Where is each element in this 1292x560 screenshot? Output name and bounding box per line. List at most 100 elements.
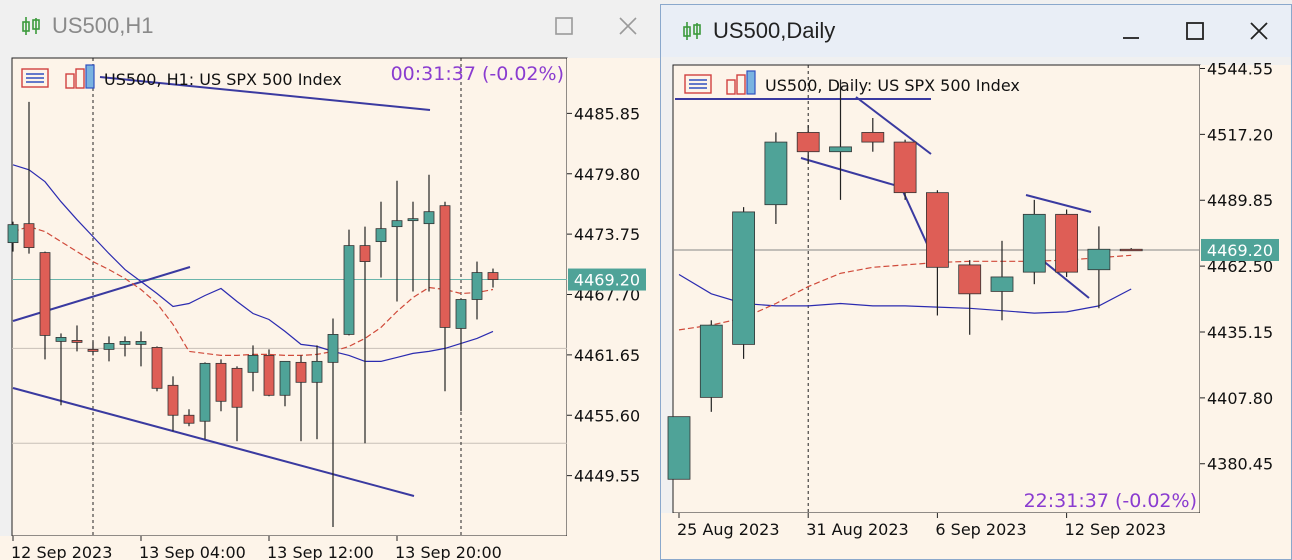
- trendline[interactable]: [800, 157, 902, 188]
- candle-body: [423, 211, 435, 225]
- candle[interactable]: [183, 409, 195, 427]
- candle[interactable]: [1119, 248, 1143, 252]
- chart-area-h1[interactable]: 4485.85 4479.80 4473.75 4467.70 4461.65 4455.…: [0, 52, 660, 560]
- chart-header: US500, H1: US SPX 500 Index 00:31:37 (-0…: [21, 63, 564, 89]
- candle[interactable]: [7, 221, 19, 252]
- chart-bottom-margin: [661, 513, 1200, 559]
- y-tick-label: 4462.50: [1207, 257, 1273, 276]
- candle-body: [359, 245, 371, 262]
- candle-body: [487, 272, 499, 280]
- x-tick-label: 13 Sep 04:00: [139, 543, 246, 560]
- candlestick-chart-daily[interactable]: 4544.55 4517.20 4489.85 4462.50 4435.15 4407.…: [661, 57, 1292, 560]
- candle[interactable]: [829, 79, 852, 200]
- candle-body: [990, 276, 1014, 292]
- chart-area-daily[interactable]: 4544.55 4517.20 4489.85 4462.50 4435.15 4407.…: [661, 57, 1292, 560]
- chart-background: [11, 57, 568, 537]
- candle[interactable]: [1022, 199, 1046, 285]
- candle[interactable]: [990, 240, 1014, 321]
- candle[interactable]: [925, 190, 949, 316]
- candle[interactable]: [423, 174, 435, 292]
- y-tick-label: 4380.45: [1207, 455, 1273, 474]
- candlestick-chart-h1[interactable]: 4485.854479.804473.754467.704461.654455.…: [0, 52, 660, 560]
- candle-body: [135, 341, 147, 345]
- candle[interactable]: [247, 345, 259, 392]
- candle[interactable]: [215, 359, 227, 412]
- candle-body: [1022, 213, 1046, 273]
- candle[interactable]: [279, 360, 291, 407]
- candle[interactable]: [764, 132, 788, 224]
- candle[interactable]: [667, 416, 691, 480]
- candle-body: [699, 324, 723, 398]
- trendline[interactable]: [855, 96, 932, 155]
- candle[interactable]: [958, 260, 982, 335]
- y-tick-label: 4407.80: [1207, 389, 1273, 408]
- svg-text:4469.20: 4469.20: [1207, 241, 1273, 260]
- title-bar[interactable]: US500,Daily: [661, 5, 1291, 57]
- chart-candles-icon: [22, 17, 40, 35]
- candle[interactable]: [39, 251, 51, 360]
- candle[interactable]: [135, 331, 147, 367]
- trendline[interactable]: [12, 387, 415, 497]
- candle[interactable]: [699, 320, 723, 412]
- candle[interactable]: [263, 349, 275, 397]
- candle[interactable]: [455, 299, 467, 412]
- candle[interactable]: [487, 268, 499, 288]
- maximize-icon: [555, 17, 573, 35]
- candle[interactable]: [87, 341, 99, 356]
- chart-right-margin: [567, 58, 660, 560]
- title-bar[interactable]: US500,H1: [0, 0, 660, 52]
- candle[interactable]: [471, 261, 483, 320]
- candle-body: [829, 146, 852, 153]
- candle[interactable]: [311, 345, 323, 440]
- candle[interactable]: [55, 333, 67, 406]
- candle[interactable]: [119, 336, 131, 357]
- chart-window-daily[interactable]: US500,Daily 4544.55 4517.20 4489.85 4462.50…: [660, 4, 1292, 560]
- maximize-button[interactable]: [1163, 5, 1227, 57]
- candle[interactable]: [151, 346, 163, 392]
- y-tick-label: 4489.85: [1207, 191, 1273, 210]
- candle-body: [279, 360, 291, 396]
- candle[interactable]: [732, 207, 755, 359]
- candle[interactable]: [391, 180, 403, 302]
- candle[interactable]: [199, 362, 211, 440]
- candle-body: [1055, 213, 1079, 273]
- candle[interactable]: [893, 139, 917, 200]
- list-icon: [684, 74, 712, 94]
- candle[interactable]: [295, 355, 307, 442]
- minimize-button[interactable]: [1099, 5, 1163, 57]
- candle[interactable]: [407, 201, 419, 292]
- candle[interactable]: [327, 318, 339, 528]
- candle[interactable]: [1055, 209, 1079, 277]
- candle[interactable]: [1087, 226, 1111, 309]
- trendline[interactable]: [99, 76, 431, 111]
- candle[interactable]: [167, 376, 179, 432]
- candle[interactable]: [71, 325, 83, 352]
- candle[interactable]: [439, 201, 451, 392]
- close-button[interactable]: [596, 0, 660, 52]
- y-tick-label: 4517.20: [1207, 125, 1273, 144]
- close-button[interactable]: [1227, 5, 1291, 57]
- candle[interactable]: [231, 366, 243, 442]
- candle[interactable]: [103, 336, 115, 362]
- candle[interactable]: [861, 117, 885, 152]
- candle[interactable]: [23, 101, 35, 254]
- trendline[interactable]: [1025, 194, 1092, 213]
- chart-window-h1[interactable]: US500,H1 4485.85 4479.80 4473.75 4467.70 446…: [0, 0, 660, 560]
- x-tick-label: 6 Sep 2023: [935, 520, 1026, 539]
- candle-body: [87, 348, 99, 352]
- candle[interactable]: [375, 201, 387, 278]
- bars-icon: [726, 70, 756, 95]
- candle[interactable]: [343, 229, 355, 336]
- candle[interactable]: [359, 226, 371, 444]
- candle-body: [167, 384, 179, 416]
- y-tick-label: 4544.55: [1207, 59, 1273, 78]
- chart-header: US500, Daily: US SPX 500 Index: [684, 70, 1020, 95]
- candle-body: [39, 252, 51, 336]
- candle-body: [861, 132, 885, 143]
- moving-average-slow: [12, 164, 494, 362]
- candle[interactable]: [796, 125, 820, 164]
- svg-text:4469.20: 4469.20: [574, 271, 640, 290]
- maximize-button[interactable]: [532, 0, 596, 52]
- candle-body: [893, 141, 917, 194]
- y-tick-label: 4435.15: [1207, 323, 1273, 342]
